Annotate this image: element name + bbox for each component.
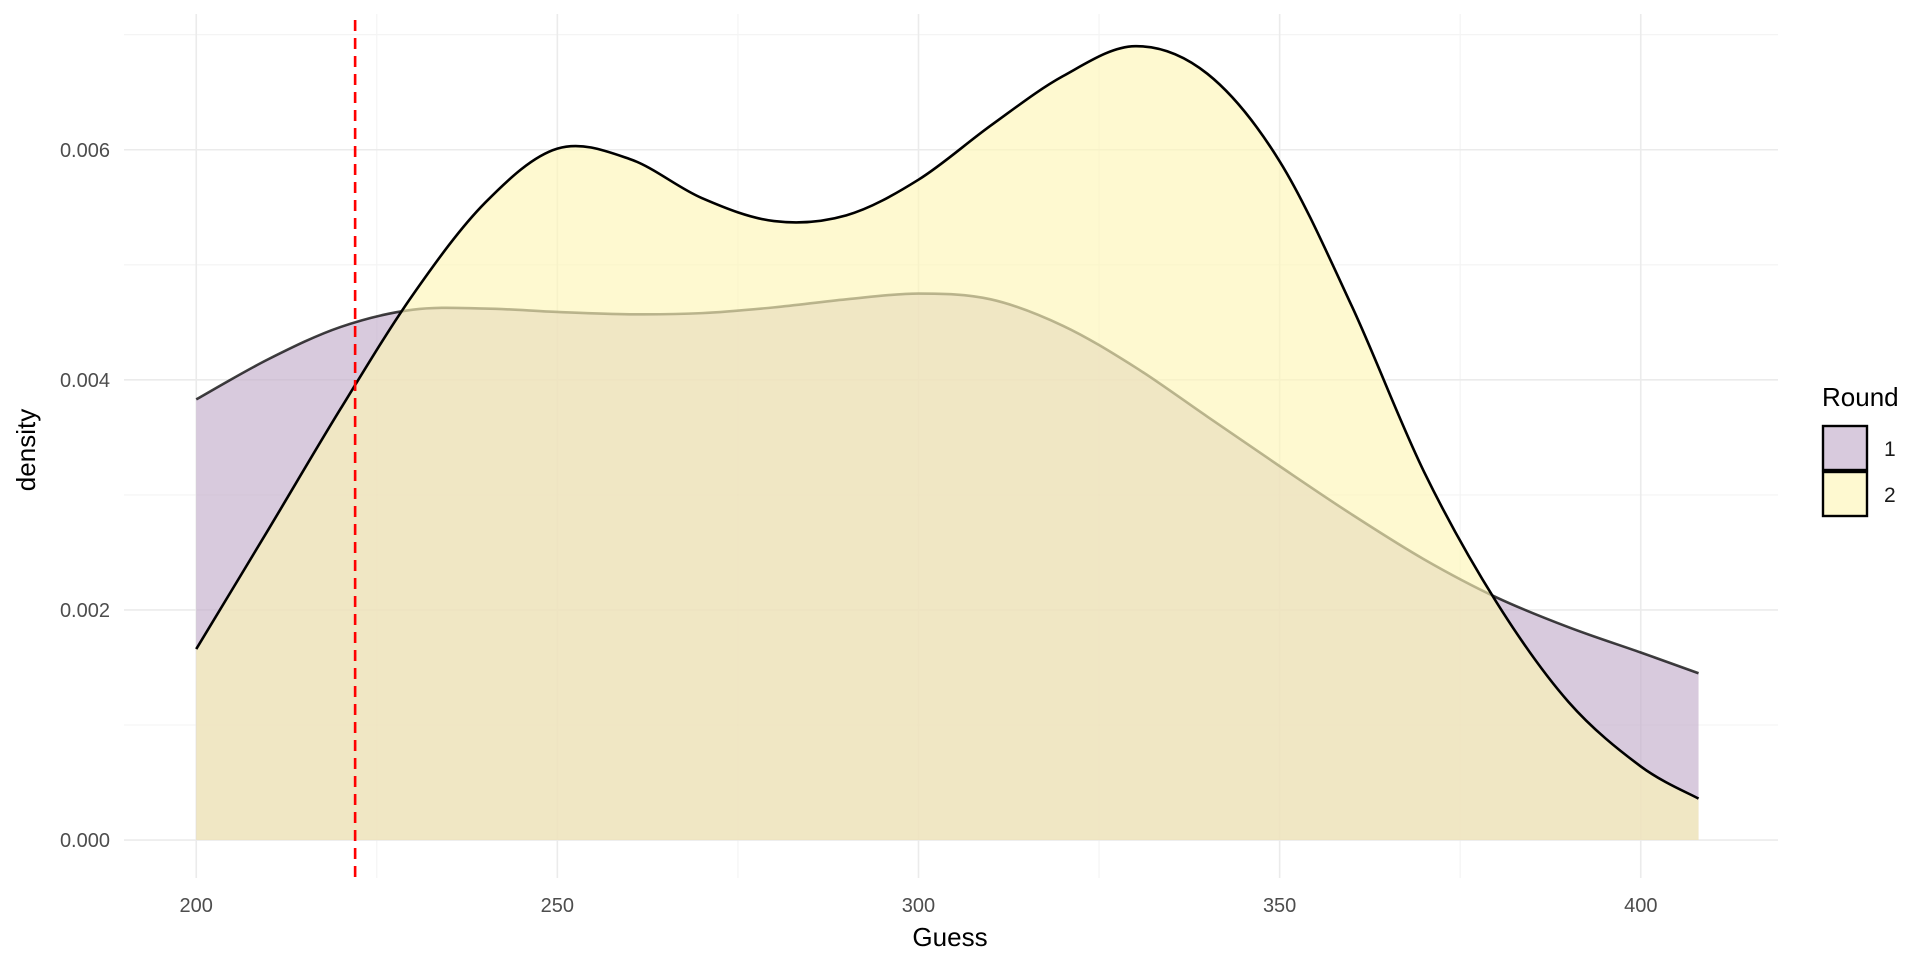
y-tick-label: 0.000 — [60, 830, 110, 852]
x-axis: 200 250 300 350 400 — [180, 895, 1658, 917]
legend: Round 1 2 — [1821, 382, 1899, 518]
density-series-2 — [195, 44, 1700, 841]
legend-title: Round — [1822, 382, 1899, 412]
legend-item-1: 1 — [1821, 424, 1896, 472]
legend-label: 2 — [1884, 484, 1896, 507]
x-tick-label: 250 — [541, 895, 574, 917]
x-axis-title: Guess — [912, 922, 987, 952]
legend-key-swatch — [1821, 470, 1869, 518]
density-areas — [195, 44, 1700, 841]
x-tick-label: 300 — [902, 895, 935, 917]
density-curve-round-2 — [195, 44, 1700, 800]
x-tick-label: 200 — [180, 895, 213, 917]
legend-key-swatch — [1821, 424, 1869, 472]
y-tick-label: 0.002 — [60, 600, 110, 622]
y-axis: 0.000 0.002 0.004 0.006 — [60, 140, 110, 852]
y-tick-label: 0.006 — [60, 140, 110, 162]
y-tick-label: 0.004 — [60, 370, 110, 392]
x-tick-label: 350 — [1263, 895, 1296, 917]
legend-item-2: 2 — [1821, 470, 1896, 518]
x-tick-label: 400 — [1624, 895, 1657, 917]
legend-label: 1 — [1884, 438, 1896, 461]
y-axis-title: density — [11, 409, 41, 491]
density-area-round-2 — [196, 46, 1699, 841]
